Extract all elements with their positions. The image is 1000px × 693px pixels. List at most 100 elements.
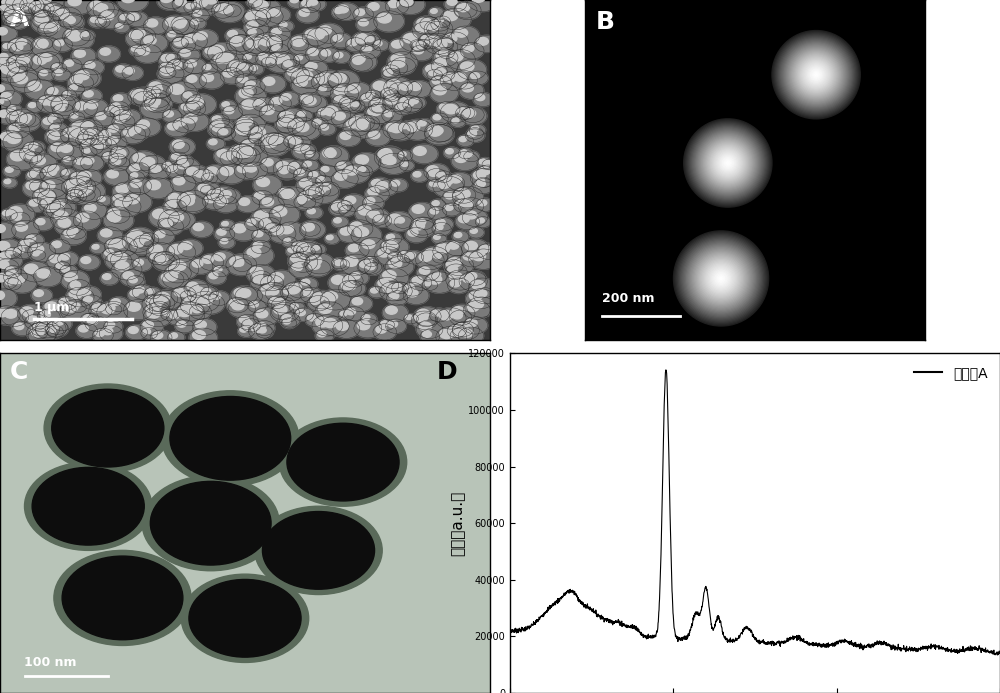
Circle shape — [278, 187, 308, 208]
Circle shape — [440, 329, 454, 339]
Circle shape — [64, 302, 78, 312]
Circle shape — [401, 123, 409, 129]
Circle shape — [131, 90, 142, 98]
Circle shape — [2, 211, 10, 216]
Circle shape — [102, 248, 122, 262]
Circle shape — [249, 0, 271, 10]
Circle shape — [412, 41, 419, 46]
Circle shape — [157, 64, 184, 83]
Circle shape — [170, 245, 183, 254]
Circle shape — [4, 16, 21, 28]
Circle shape — [264, 138, 277, 148]
Circle shape — [68, 179, 83, 188]
Circle shape — [63, 91, 70, 96]
Circle shape — [222, 102, 229, 107]
Circle shape — [81, 295, 102, 309]
Circle shape — [162, 391, 299, 486]
Circle shape — [318, 123, 336, 135]
Circle shape — [476, 165, 501, 182]
Circle shape — [230, 37, 243, 46]
Circle shape — [34, 290, 43, 297]
Circle shape — [47, 23, 60, 31]
Circle shape — [464, 109, 476, 117]
Circle shape — [39, 40, 46, 44]
Circle shape — [177, 321, 186, 327]
Text: B: B — [595, 10, 614, 34]
Circle shape — [398, 121, 417, 134]
Circle shape — [166, 201, 177, 209]
Circle shape — [434, 224, 443, 230]
Circle shape — [278, 21, 294, 32]
Circle shape — [115, 199, 129, 209]
Circle shape — [163, 310, 171, 315]
Circle shape — [388, 0, 399, 8]
Circle shape — [78, 184, 92, 193]
Circle shape — [80, 120, 103, 136]
Circle shape — [269, 204, 300, 225]
Circle shape — [404, 34, 417, 43]
Circle shape — [404, 314, 418, 324]
Circle shape — [19, 145, 45, 162]
Circle shape — [312, 315, 343, 336]
Circle shape — [309, 290, 336, 309]
Circle shape — [0, 132, 12, 141]
Circle shape — [482, 159, 498, 170]
Circle shape — [150, 245, 163, 254]
Circle shape — [0, 259, 19, 276]
Circle shape — [432, 234, 446, 244]
Circle shape — [406, 122, 420, 131]
Circle shape — [195, 182, 221, 200]
Circle shape — [21, 261, 50, 282]
Circle shape — [305, 207, 323, 219]
Circle shape — [11, 62, 19, 68]
Circle shape — [452, 312, 462, 319]
Circle shape — [0, 52, 16, 65]
Circle shape — [50, 62, 67, 73]
Circle shape — [256, 310, 268, 318]
Circle shape — [194, 294, 207, 303]
Circle shape — [397, 0, 425, 15]
Circle shape — [126, 227, 155, 247]
Circle shape — [49, 327, 56, 333]
Circle shape — [175, 319, 194, 333]
Circle shape — [797, 56, 835, 94]
Circle shape — [64, 128, 76, 137]
Circle shape — [76, 134, 94, 147]
Circle shape — [356, 17, 377, 32]
Circle shape — [315, 329, 334, 342]
Circle shape — [321, 125, 328, 130]
Circle shape — [0, 0, 24, 13]
Circle shape — [234, 119, 259, 137]
Circle shape — [368, 3, 379, 10]
Circle shape — [136, 237, 145, 243]
Circle shape — [375, 179, 398, 195]
Circle shape — [381, 65, 400, 78]
Circle shape — [288, 135, 311, 151]
Circle shape — [110, 193, 132, 208]
Circle shape — [134, 89, 146, 98]
Circle shape — [202, 186, 209, 191]
Circle shape — [201, 287, 218, 299]
Circle shape — [274, 305, 287, 314]
Circle shape — [35, 15, 48, 25]
Circle shape — [397, 250, 415, 263]
Circle shape — [217, 229, 226, 235]
Circle shape — [425, 249, 437, 257]
Circle shape — [126, 195, 139, 204]
Circle shape — [147, 180, 160, 190]
Circle shape — [288, 34, 318, 55]
Circle shape — [288, 252, 318, 272]
Circle shape — [122, 66, 143, 80]
Circle shape — [429, 170, 438, 177]
Circle shape — [280, 22, 287, 27]
Circle shape — [241, 319, 261, 332]
Circle shape — [182, 292, 189, 297]
Circle shape — [174, 288, 186, 296]
Circle shape — [426, 65, 437, 73]
Circle shape — [219, 188, 241, 204]
Circle shape — [414, 147, 426, 155]
Circle shape — [304, 161, 311, 166]
Circle shape — [5, 247, 22, 258]
Circle shape — [444, 11, 458, 21]
Circle shape — [68, 73, 93, 91]
